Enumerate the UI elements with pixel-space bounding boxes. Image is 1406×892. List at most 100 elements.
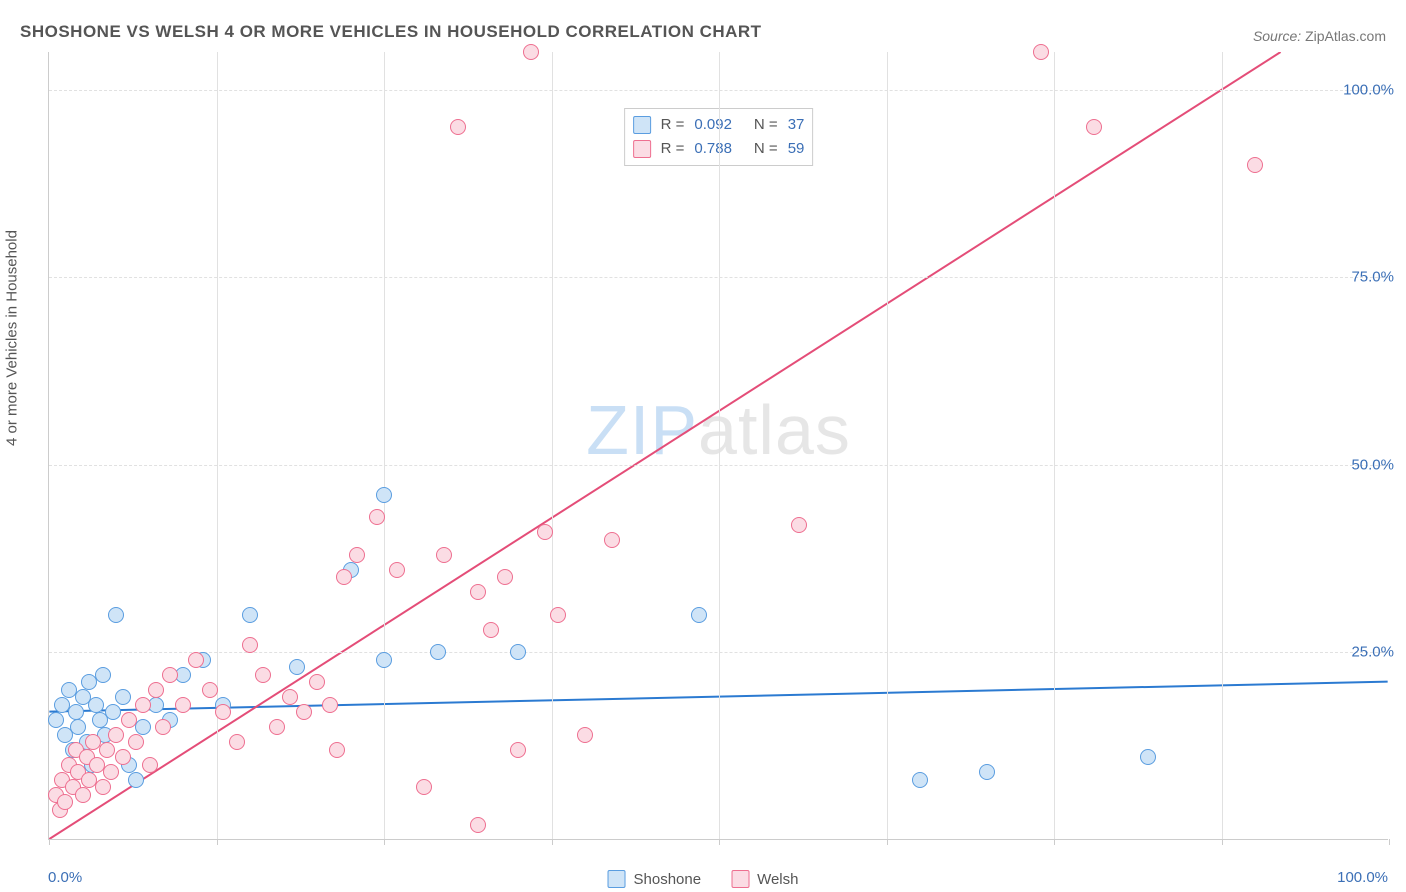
x-tick-mark — [719, 839, 720, 845]
data-point — [1140, 749, 1156, 765]
data-point — [470, 817, 486, 833]
series-legend-item: Shoshone — [608, 870, 702, 888]
data-point — [309, 674, 325, 690]
legend-n-value: 37 — [788, 113, 805, 137]
data-point — [142, 757, 158, 773]
x-tick-mark — [217, 839, 218, 845]
data-point — [1086, 119, 1102, 135]
data-point — [175, 697, 191, 713]
legend-r-value: 0.788 — [694, 137, 732, 161]
data-point — [691, 607, 707, 623]
gridline-v — [1054, 52, 1055, 839]
data-point — [135, 719, 151, 735]
series-legend-label: Welsh — [757, 871, 798, 888]
legend-swatch — [633, 140, 651, 158]
gridline-v — [887, 52, 888, 839]
data-point — [242, 607, 258, 623]
data-point — [577, 727, 593, 743]
data-point — [108, 607, 124, 623]
data-point — [155, 719, 171, 735]
legend-swatch — [608, 870, 626, 888]
data-point — [416, 779, 432, 795]
data-point — [229, 734, 245, 750]
legend-r-label: R = — [661, 137, 685, 161]
data-point — [510, 644, 526, 660]
legend-r-label: R = — [661, 113, 685, 137]
x-tick-mark — [49, 839, 50, 845]
x-tick-0: 0.0% — [48, 869, 82, 886]
data-point — [103, 764, 119, 780]
legend-swatch — [731, 870, 749, 888]
gridline-v — [719, 52, 720, 839]
data-point — [128, 734, 144, 750]
data-point — [115, 689, 131, 705]
legend-r-value: 0.092 — [694, 113, 732, 137]
data-point — [1033, 44, 1049, 60]
x-tick-100: 100.0% — [1337, 869, 1388, 886]
data-point — [215, 704, 231, 720]
x-tick-mark — [552, 839, 553, 845]
data-point — [336, 569, 352, 585]
data-point — [255, 667, 271, 683]
data-point — [188, 652, 204, 668]
data-point — [95, 779, 111, 795]
y-axis-label: 4 or more Vehicles in Household — [4, 230, 21, 446]
data-point — [436, 547, 452, 563]
data-point — [483, 622, 499, 638]
data-point — [389, 562, 405, 578]
source-label: Source: — [1253, 28, 1301, 44]
data-point — [88, 697, 104, 713]
data-point — [550, 607, 566, 623]
data-point — [242, 637, 258, 653]
data-point — [148, 682, 164, 698]
x-tick-mark — [1389, 839, 1390, 845]
data-point — [510, 742, 526, 758]
y-tick-label: 25.0% — [1351, 644, 1394, 661]
data-point — [105, 704, 121, 720]
data-point — [369, 509, 385, 525]
data-point — [604, 532, 620, 548]
data-point — [296, 704, 312, 720]
data-point — [329, 742, 345, 758]
series-legend-item: Welsh — [731, 870, 798, 888]
regression-line — [49, 52, 1280, 839]
x-tick-mark — [1054, 839, 1055, 845]
data-point — [537, 524, 553, 540]
legend-n-label: N = — [754, 137, 778, 161]
data-point — [135, 697, 151, 713]
data-point — [68, 704, 84, 720]
series-legend: Shoshone Welsh — [608, 870, 799, 888]
gridline-v — [217, 52, 218, 839]
gridline-v — [1222, 52, 1223, 839]
data-point — [430, 644, 446, 660]
data-point — [269, 719, 285, 735]
data-point — [1247, 157, 1263, 173]
data-point — [162, 667, 178, 683]
watermark-zip: ZIP — [586, 391, 698, 469]
y-tick-label: 75.0% — [1351, 269, 1394, 286]
data-point — [48, 712, 64, 728]
data-point — [75, 787, 91, 803]
x-tick-mark — [887, 839, 888, 845]
data-point — [115, 749, 131, 765]
legend-n-label: N = — [754, 113, 778, 137]
data-point — [349, 547, 365, 563]
data-point — [523, 44, 539, 60]
plot-area: ZIPatlas R = 0.092N = 37R = 0.788N = 59 — [48, 52, 1388, 840]
legend-n-value: 59 — [788, 137, 805, 161]
gridline-v — [384, 52, 385, 839]
gridline-v — [552, 52, 553, 839]
data-point — [912, 772, 928, 788]
data-point — [376, 652, 392, 668]
data-point — [202, 682, 218, 698]
data-point — [979, 764, 995, 780]
data-point — [791, 517, 807, 533]
data-point — [108, 727, 124, 743]
data-point — [99, 742, 115, 758]
source-value: ZipAtlas.com — [1305, 28, 1386, 44]
data-point — [470, 584, 486, 600]
y-tick-label: 50.0% — [1351, 456, 1394, 473]
legend-swatch — [633, 116, 651, 134]
x-tick-mark — [1222, 839, 1223, 845]
y-tick-label: 100.0% — [1343, 81, 1394, 98]
